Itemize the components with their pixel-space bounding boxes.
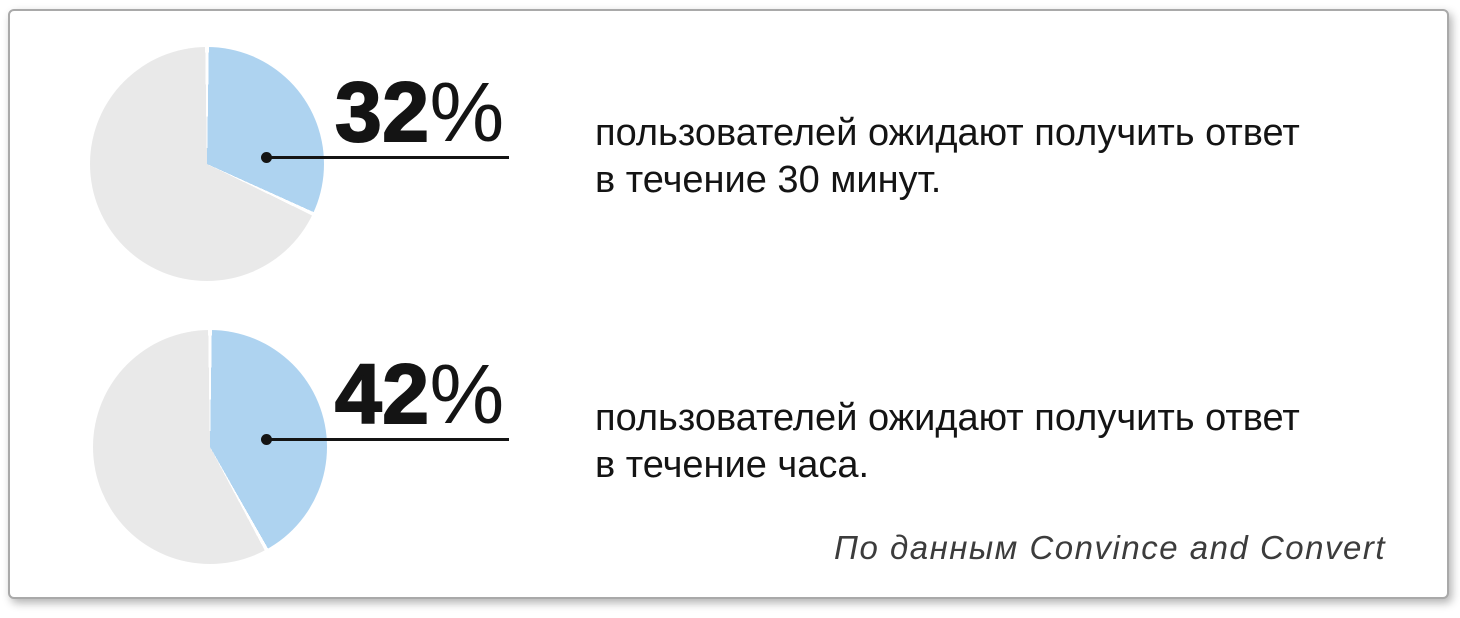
callout-dot bbox=[261, 152, 272, 163]
percent-sign: % bbox=[429, 65, 505, 159]
percent-label: 42% bbox=[334, 351, 505, 437]
stat-caption: пользователей ожидают получить ответ в т… bbox=[595, 110, 1300, 204]
percent-value: 32 bbox=[334, 65, 430, 159]
callout-dot bbox=[261, 434, 272, 445]
pie-chart-30-minutes bbox=[90, 47, 324, 281]
stat-caption: пользователей ожидают получить ответ в т… bbox=[595, 395, 1300, 489]
infographic-card: 32% пользователей ожидают получить ответ… bbox=[8, 9, 1449, 599]
callout-line bbox=[261, 152, 509, 163]
caption-line: пользователей ожидают получить ответ bbox=[595, 397, 1300, 439]
percent-sign: % bbox=[429, 347, 505, 441]
caption-line: в течение 30 минут. bbox=[595, 159, 942, 201]
percent-value: 42 bbox=[334, 347, 430, 441]
percent-label: 32% bbox=[334, 69, 505, 155]
caption-line: пользователей ожидают получить ответ bbox=[595, 112, 1300, 154]
pie-chart-one-hour bbox=[93, 330, 327, 564]
callout-line bbox=[261, 434, 509, 445]
attribution-text: По данным Convince and Convert bbox=[834, 529, 1386, 566]
caption-line: в течение часа. bbox=[595, 444, 870, 486]
